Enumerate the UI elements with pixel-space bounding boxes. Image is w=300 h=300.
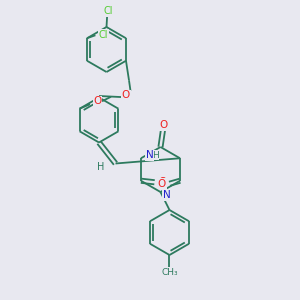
Text: N: N — [163, 190, 170, 200]
Text: O: O — [122, 90, 130, 100]
Text: CH₃: CH₃ — [161, 268, 178, 277]
Text: O: O — [158, 179, 166, 189]
Text: N: N — [146, 150, 153, 160]
Text: H: H — [152, 151, 159, 160]
Text: Cl: Cl — [99, 30, 108, 40]
Text: O: O — [159, 120, 168, 130]
Text: O: O — [158, 177, 166, 187]
Text: Cl: Cl — [103, 6, 113, 16]
Text: H: H — [97, 161, 104, 172]
Text: O: O — [93, 96, 102, 106]
